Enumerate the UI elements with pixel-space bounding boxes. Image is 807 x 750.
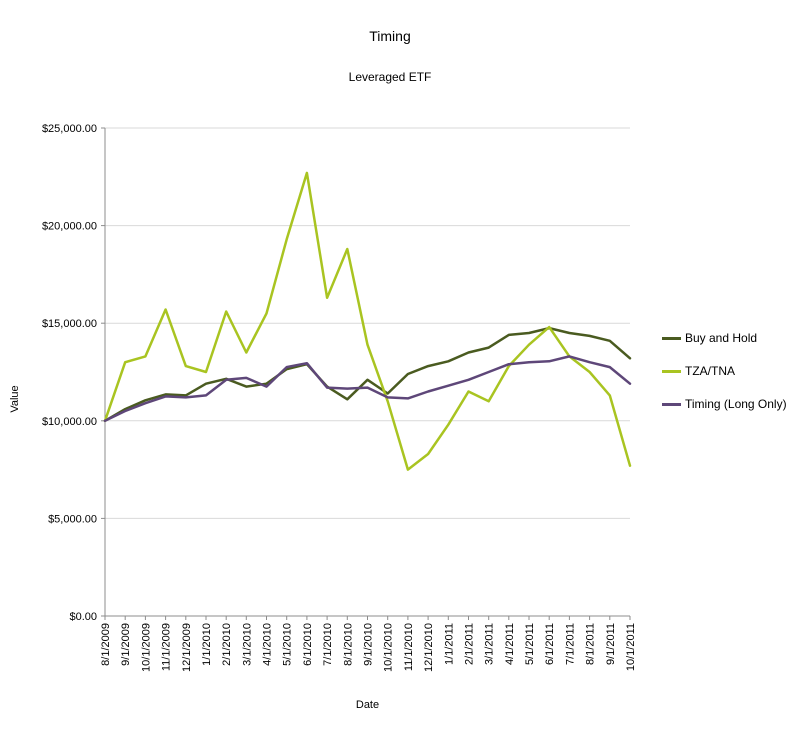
x-tick-label: 6/1/2010	[302, 623, 314, 666]
y-tick-labels: $0.00 $5,000.00 $10,000.00 $15,000.00 $20,00…	[42, 123, 97, 623]
x-tick-label: 12/1/2009	[181, 623, 193, 672]
legend: Buy and Hold TZA/TNA Timing (Long Only)	[662, 331, 787, 411]
y-gridlines	[105, 127, 630, 617]
y-tick-label: $15,000.00	[42, 318, 97, 330]
x-tick-label: 12/1/2010	[423, 623, 435, 672]
y-tick-label: $25,000.00	[42, 123, 97, 135]
legend-item: Timing (Long Only)	[662, 397, 787, 411]
legend-label: TZA/TNA	[685, 364, 735, 378]
legend-item: Buy and Hold	[662, 331, 787, 345]
series-line-tza-tna	[103, 171, 632, 471]
y-tick-label: $0.00	[69, 611, 97, 623]
x-tick-label: 1/1/2011	[443, 623, 455, 665]
x-tick-label: 8/1/2009	[100, 623, 112, 666]
x-tick-label: 10/1/2011	[625, 623, 637, 671]
y-tick-label: $5,000.00	[48, 513, 97, 525]
y-tick-label: $10,000.00	[42, 416, 97, 428]
y-tick-label: $20,000.00	[42, 221, 97, 233]
legend-marker	[662, 402, 681, 406]
x-tick-label: 7/1/2010	[322, 623, 334, 666]
x-tick-label: 3/1/2011	[484, 623, 496, 665]
x-tick-label: 9/1/2009	[120, 623, 132, 666]
x-tick-label: 6/1/2011	[544, 623, 556, 665]
x-tick-label: 7/1/2011	[564, 623, 576, 665]
x-tick-label: 5/1/2010	[282, 623, 294, 666]
x-tick-label: 2/1/2010	[221, 623, 233, 666]
x-tick-label: 11/1/2009	[161, 623, 173, 671]
chart-subtitle: Leveraged ETF	[348, 70, 432, 84]
x-tick-label: 1/1/2010	[201, 623, 213, 666]
legend-item: TZA/TNA	[662, 364, 787, 378]
series-line-buy-and-hold	[103, 326, 632, 423]
x-tick-label: 4/1/2010	[262, 623, 274, 666]
x-tick-label: 2/1/2011	[464, 623, 476, 665]
legend-label: Buy and Hold	[685, 331, 758, 345]
legend-marker	[662, 369, 681, 373]
x-tick-label: 9/1/2011	[605, 623, 617, 665]
x-tick-label: 9/1/2010	[363, 623, 375, 666]
axes	[101, 127, 631, 620]
x-tick-label: 10/1/2009	[140, 623, 152, 672]
series-line-timing-long-only-	[103, 355, 632, 423]
x-tick-labels: 8/1/2009 9/1/2009 10/1/2009 11/1/2009 12/1/2…	[100, 623, 637, 672]
x-tick-label: 8/1/2011	[585, 623, 597, 665]
x-tick-label: 4/1/2011	[504, 623, 516, 665]
x-tick-label: 11/1/2010	[403, 623, 415, 671]
x-axis-title: Date	[355, 699, 380, 711]
x-tick-label: 10/1/2010	[383, 623, 395, 672]
x-tick-label: 5/1/2011	[524, 623, 536, 665]
x-tick-label: 3/1/2010	[241, 623, 253, 666]
legend-label: Timing (Long Only)	[685, 397, 787, 411]
legend-marker	[662, 336, 681, 340]
chart-title: Timing	[369, 28, 411, 44]
x-tick-label: 8/1/2010	[342, 623, 354, 666]
